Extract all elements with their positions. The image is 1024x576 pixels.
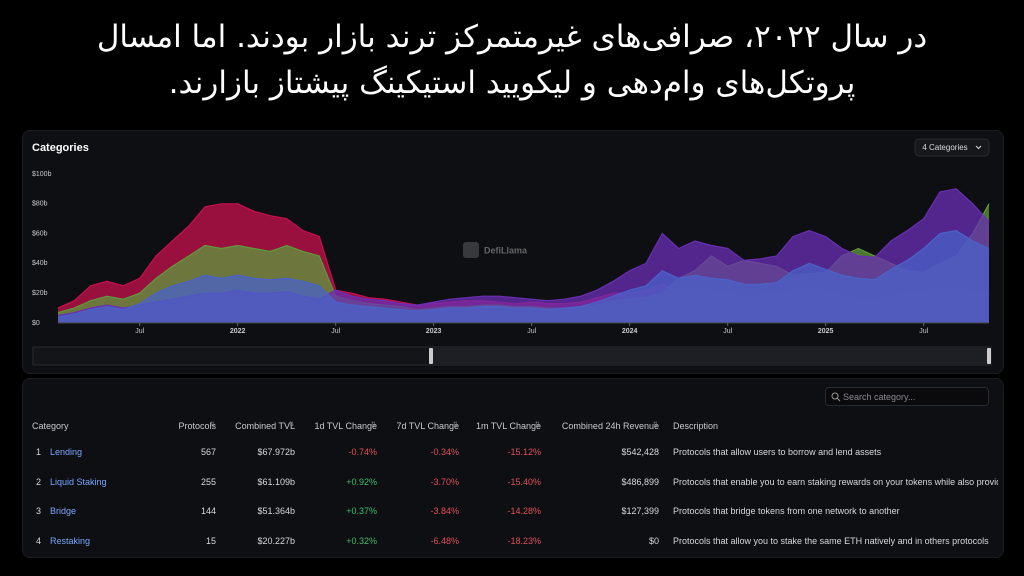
description: Protocols that allow you to stake the sa… [673, 535, 989, 546]
chevron [975, 145, 982, 150]
chart-panel: Categories 4 Categories $0 $20b $40b $60b $8… [22, 130, 1004, 374]
row-rank: 1 [36, 447, 42, 457]
y-tick-label: $100b [32, 171, 52, 178]
category-link[interactable]: Liquid Staking [50, 476, 107, 487]
column-header: 1m TVL Change [475, 421, 541, 431]
y-tick-label: $60b [32, 230, 48, 237]
tvl-change: -6.48% [430, 535, 459, 546]
area-line [57, 229, 990, 318]
sort-icon: ⇅ [289, 422, 295, 428]
sort-icon: ⇅ [535, 422, 541, 428]
y-tick-label: $40b [32, 260, 48, 267]
sort-icon: ⇅ [210, 422, 216, 428]
range-window[interactable] [431, 347, 989, 365]
combined-tvl: $67.972b [257, 447, 295, 457]
y-tick-label: $0 [32, 320, 40, 327]
brush-handle[interactable] [987, 348, 991, 364]
protocols: 15 [205, 535, 216, 546]
y-tick-label: $20b [32, 290, 48, 297]
y-tick-label: $80b [32, 201, 48, 208]
plot: $0 $20b $40b $60b $80b $100b Jul 2022 Jul 2023 Jul… [32, 171, 990, 335]
search-box[interactable]: Search category... [825, 387, 989, 406]
description: Protocols that allow users to borrow and… [673, 447, 882, 457]
tvl-change: -3.84% [430, 506, 459, 516]
tvl-change: -0.34% [430, 447, 459, 457]
sort-icon: ⇅ [453, 422, 459, 428]
tvl-change: +0.32% [346, 535, 377, 546]
tvl-change: -18.23% [507, 535, 541, 546]
description: Protocols that enable you to earn stakin… [673, 476, 998, 487]
x-tick-label: 2022 [230, 328, 246, 335]
revenue: $486,899 [621, 476, 659, 487]
x-tick-label: Jul [527, 328, 536, 335]
watermark-logo [463, 242, 479, 258]
x-tick-label: Jul [331, 328, 340, 335]
tvl-change: -0.74% [348, 447, 377, 457]
x-tick-label: 2024 [622, 328, 638, 335]
table-panel: Search category... Category Protocols ⇅ Com… [22, 378, 1004, 558]
row-rank: 4 [36, 535, 42, 546]
x-tick-label: 2023 [426, 328, 442, 335]
tvl-change: -14.28% [507, 506, 541, 516]
brush-handle[interactable] [429, 348, 433, 364]
column-header: 7d TVL Change [396, 421, 459, 431]
search-icon [831, 392, 841, 402]
category-link[interactable]: Lending [50, 447, 83, 457]
column-header: Description [673, 421, 719, 431]
heading: در سال ۲۰۲۲، صرافی‌های غیرمتمرکز ترند با… [0, 14, 1024, 106]
combined-tvl: $20.227b [257, 535, 295, 546]
tvl-change: -15.12% [507, 447, 541, 457]
row-rank: 2 [36, 476, 42, 487]
column-header: 1d TVL Change [314, 421, 377, 431]
description: Protocols that bridge tokens from one ne… [673, 506, 900, 516]
tvl-change: -3.70% [430, 476, 459, 487]
category-selector[interactable] [914, 138, 990, 157]
combined-tvl: $61.109b [257, 476, 295, 487]
protocols: 567 [200, 447, 216, 457]
category-link[interactable]: Bridge [50, 506, 77, 516]
search-placeholder[interactable]: Search category... [843, 392, 916, 402]
tvl-change: -15.40% [507, 476, 541, 487]
category-selector-label[interactable]: 4 Categories [922, 143, 967, 152]
x-tick-label: Jul [919, 328, 928, 335]
x-tick-label: Jul [135, 328, 144, 335]
tvl-change: +0.92% [346, 476, 377, 487]
area [58, 230, 989, 323]
chart: Categories 4 Categories $0 $20b $40b $60b $8… [32, 138, 992, 366]
x-tick-label: 2025 [818, 328, 834, 335]
chart-title: Categories [32, 142, 89, 154]
heading-line: پروتکل‌های وام‌دهی و لیکویید استیکینگ پی… [168, 65, 856, 101]
category-link[interactable]: Restaking [50, 535, 91, 546]
sort-icon: ⇅ [371, 422, 377, 428]
column-header: Combined 24h Revenue [561, 421, 659, 431]
combined-tvl: $51.364b [257, 506, 295, 516]
column-header: Category [32, 421, 69, 431]
revenue: $127,399 [621, 506, 659, 516]
revenue: $0 [648, 535, 659, 546]
sort-icon: ⇅ [653, 422, 659, 428]
row-rank: 3 [36, 506, 42, 516]
column-header: Combined TVL [235, 421, 295, 431]
protocols: 144 [200, 506, 216, 516]
column-header: Protocols [178, 421, 216, 431]
revenue: $542,428 [621, 447, 659, 457]
x-tick-label: Jul [723, 328, 732, 335]
watermark: DefiLlama [484, 245, 528, 255]
protocols: 255 [200, 476, 216, 487]
tvl-change: +0.37% [346, 506, 377, 516]
heading-line: در سال ۲۰۲۲، صرافی‌های غیرمتمرکز ترند با… [96, 19, 928, 55]
